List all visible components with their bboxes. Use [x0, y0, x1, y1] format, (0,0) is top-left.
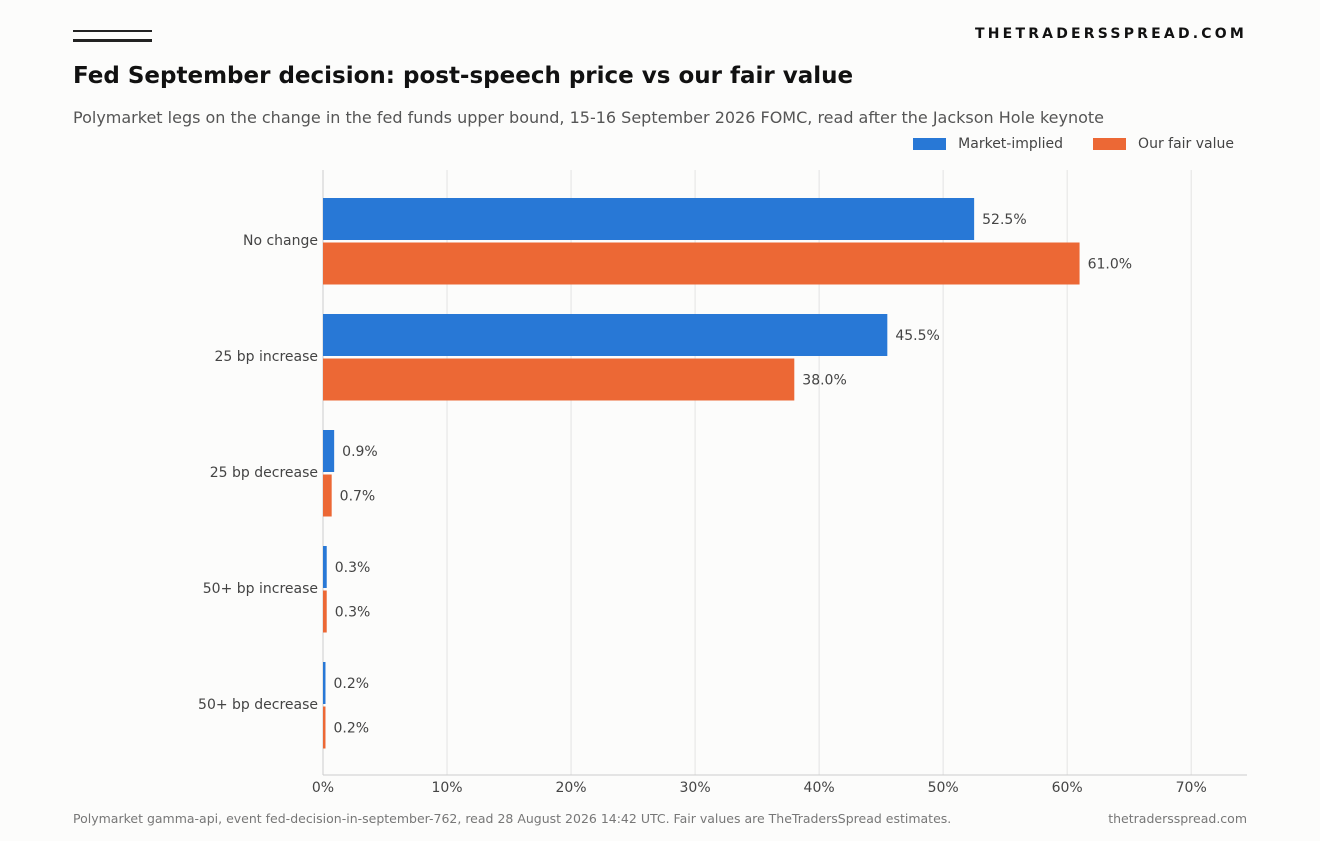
- bar-market-implied: [323, 314, 888, 356]
- bar-market-implied: [323, 546, 327, 588]
- data-label: 0.9%: [342, 444, 378, 460]
- footer-source: Polymarket gamma-api, event fed-decision…: [73, 811, 952, 826]
- legend-item-market: Market-implied: [913, 136, 1063, 152]
- data-label: 0.3%: [335, 605, 371, 621]
- bar-fair-value: [323, 474, 332, 517]
- bar-fair-value: [323, 358, 795, 401]
- chart-subtitle: Polymarket legs on the change in the fed…: [73, 108, 1105, 127]
- chart-title: Fed September decision: post-speech pric…: [73, 63, 854, 89]
- x-tick-label: 60%: [1052, 780, 1083, 796]
- data-label: 38.0%: [802, 373, 846, 389]
- data-label: 0.2%: [333, 676, 369, 692]
- footer-site: thetradersspread.com: [1108, 811, 1247, 826]
- bar-market-implied: [323, 430, 335, 472]
- x-tick-label: 0%: [312, 780, 334, 796]
- header-rule-bottom: [73, 39, 152, 42]
- category-label: 25 bp decrease: [210, 465, 318, 481]
- x-tick-label: 50%: [928, 780, 959, 796]
- data-label: 52.5%: [982, 212, 1026, 228]
- x-tick-label: 40%: [804, 780, 835, 796]
- category-label: 50+ bp decrease: [198, 697, 318, 713]
- chart-legend: Market-implied Our fair value: [883, 136, 1234, 152]
- category-label: 50+ bp increase: [203, 581, 318, 597]
- legend-swatch-market: [913, 138, 947, 150]
- bar-fair-value: [323, 590, 327, 633]
- x-tick-label: 30%: [680, 780, 711, 796]
- bar-market-implied: [323, 662, 326, 704]
- data-label: 0.2%: [333, 721, 369, 737]
- bar-fair-value: [323, 706, 326, 749]
- x-tick-label: 10%: [431, 780, 462, 796]
- data-label: 45.5%: [895, 328, 939, 344]
- category-label: No change: [243, 233, 318, 249]
- x-tick-label: 70%: [1176, 780, 1207, 796]
- data-label: 61.0%: [1088, 257, 1132, 273]
- category-label: 25 bp increase: [215, 349, 319, 365]
- legend-label-fair: Our fair value: [1138, 136, 1234, 152]
- legend-swatch-fair: [1093, 138, 1127, 150]
- data-label: 0.3%: [335, 560, 371, 576]
- header-rule-top: [73, 30, 152, 32]
- legend-item-fair: Our fair value: [1093, 136, 1234, 152]
- brand-wordmark: THETRADERSSPREAD.COM: [975, 26, 1247, 42]
- bar-market-implied: [323, 198, 975, 240]
- x-tick-label: 20%: [555, 780, 586, 796]
- legend-label-market: Market-implied: [958, 136, 1064, 152]
- data-label: 0.7%: [340, 489, 376, 505]
- bar-fair-value: [323, 242, 1080, 285]
